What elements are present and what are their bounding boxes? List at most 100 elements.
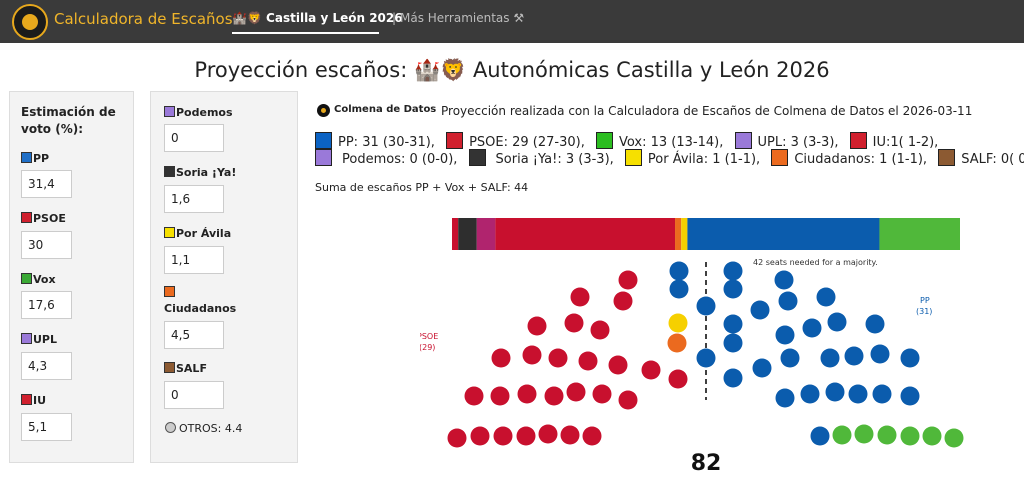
seat-dot [544, 386, 564, 406]
soria-ya-vote-input[interactable]: 1,6 [164, 185, 224, 213]
pp-legend-swatch [315, 132, 332, 149]
upl-legend-swatch [734, 132, 752, 149]
iu-vote-input[interactable]: 5,1 [21, 413, 72, 441]
seat-dot [723, 279, 743, 299]
seat-dot [582, 426, 602, 446]
nav-separator: | [392, 11, 397, 25]
upl-vote-input[interactable]: 4,3 [21, 352, 72, 380]
seat-dot [832, 425, 852, 445]
seat-dot [750, 300, 770, 320]
seat-dot [723, 261, 743, 281]
ciudadanos-vote-input[interactable]: 4,5 [164, 321, 224, 349]
seat-dot [825, 382, 845, 402]
party-label-iu: IU [21, 394, 46, 407]
seat-dot [800, 384, 820, 404]
seat-dot [854, 424, 874, 444]
seat-dot [590, 320, 610, 340]
iu-swatch [21, 394, 32, 405]
seat-dot [490, 386, 510, 406]
psoe-vote-input[interactable]: 30 [21, 231, 72, 259]
seat-bar-segment-upl [476, 218, 496, 250]
seat-dot [696, 348, 716, 368]
salf-vote-input[interactable]: 0 [164, 381, 224, 409]
party-name: PP [33, 152, 50, 165]
psoe-chart-label: PSOE [420, 332, 438, 341]
soria-ya-legend-swatch [468, 149, 486, 166]
seat-dot [668, 369, 688, 389]
legend-text: Vox: 13 (13-14), [618, 135, 724, 150]
seat-dot [802, 318, 822, 338]
seat-dot [723, 368, 743, 388]
pp-vote-input[interactable]: 31,4 [21, 170, 72, 198]
legend-text: PSOE: 29 (27-30), [469, 135, 585, 150]
seat-dot [608, 355, 628, 375]
brand-link[interactable]: Calculadora de Escaños [54, 10, 233, 28]
party-name: Por Ávila [176, 227, 232, 240]
projection-info: Proyección realizada con la Calculadora … [441, 104, 973, 118]
party-name: Podemos [176, 106, 233, 119]
party-label-soria-ya: Soria ¡Ya! [164, 166, 236, 179]
seat-dot [872, 384, 892, 404]
seat-dot [774, 270, 794, 290]
seat-legend-line-2: Podemos: 0 (0-0), Soria ¡Ya!: 3 (3-3), P… [315, 149, 1024, 167]
pp-chart-count: (31) [916, 307, 932, 316]
por-avila-vote-input[interactable]: 1,1 [164, 246, 224, 274]
legend-text: Soria ¡Ya!: 3 (3-3), [495, 152, 614, 167]
seat-dot [491, 348, 511, 368]
psoe-legend-swatch [446, 132, 464, 149]
ciudadanos-legend-swatch [771, 149, 789, 166]
vote-estimate-heading: Estimación de voto (%): [21, 105, 116, 136]
legend-item-vox: Vox: 13 (13-14), [595, 132, 724, 150]
total-seats: 82 [691, 451, 722, 476]
seat-dot [780, 348, 800, 368]
seat-bar-segment-iu [452, 218, 459, 250]
party-label-por-avila: Por Ávila [164, 227, 231, 240]
party-name: Soria ¡Ya! [176, 166, 237, 179]
seat-dot [669, 261, 689, 281]
otros-label: OTROS: 4.4 [165, 422, 242, 435]
seat-dot [810, 426, 830, 446]
logo-center [22, 14, 38, 30]
seat-dot [900, 386, 920, 406]
seat-dot [816, 287, 836, 307]
podemos-vote-input[interactable]: 0 [164, 124, 224, 152]
vox-vote-input[interactable]: 17,6 [21, 291, 72, 319]
seat-dot [900, 426, 920, 446]
seat-dot [517, 384, 537, 404]
seat-bar-segment-pp [687, 218, 880, 250]
page-title: Proyección escaños: 🏰🦁 Autonómicas Casti… [194, 58, 830, 82]
seat-dot [922, 426, 942, 446]
party-name: PSOE [33, 212, 66, 225]
seat-dot [516, 426, 536, 446]
party-name: Vox [33, 273, 56, 286]
nav-item-more-tools[interactable]: Más Herramientas ⚒ [400, 11, 525, 25]
legend-text: SALF: 0( 0-0) [961, 152, 1024, 167]
seat-dot [775, 388, 795, 408]
party-label-podemos: Podemos [164, 106, 233, 119]
legend-text: Por Ávila: 1 (1-1), [647, 152, 761, 167]
party-name: IU [33, 394, 47, 407]
seat-dot [667, 333, 687, 353]
party-label-psoe: PSOE [21, 212, 66, 225]
seat-dot [470, 426, 490, 446]
colmena-logo-icon[interactable] [12, 4, 48, 40]
seat-dot [827, 312, 847, 332]
seat-dot [564, 313, 584, 333]
party-name: UPL [33, 333, 58, 346]
legend-text: UPL: 3 (3-3), [757, 135, 839, 150]
legend-text: Podemos: 0 (0-0), [342, 152, 458, 167]
legend-item-por-avila: Por Ávila: 1 (1-1), [624, 149, 761, 167]
nav-item-castilla-leon[interactable]: 🏰🦁 Castilla y León 2026 [232, 11, 403, 25]
seat-legend-line-1: PP: 31 (30-31), PSOE: 29 (27-30), Vox: 1… [315, 132, 938, 150]
seat-dot [560, 425, 580, 445]
legend-item-psoe: PSOE: 29 (27-30), [446, 132, 585, 150]
vox-legend-swatch [595, 132, 613, 149]
seat-dot [844, 346, 864, 366]
por-avila-swatch [164, 227, 175, 238]
legend-item-soria-ya: Soria ¡Ya!: 3 (3-3), [468, 149, 614, 167]
otros-text: OTROS: 4.4 [179, 422, 243, 435]
seat-dot [641, 360, 661, 380]
seat-dot [618, 390, 638, 410]
seat-dot [522, 345, 542, 365]
seat-dot [668, 313, 688, 333]
